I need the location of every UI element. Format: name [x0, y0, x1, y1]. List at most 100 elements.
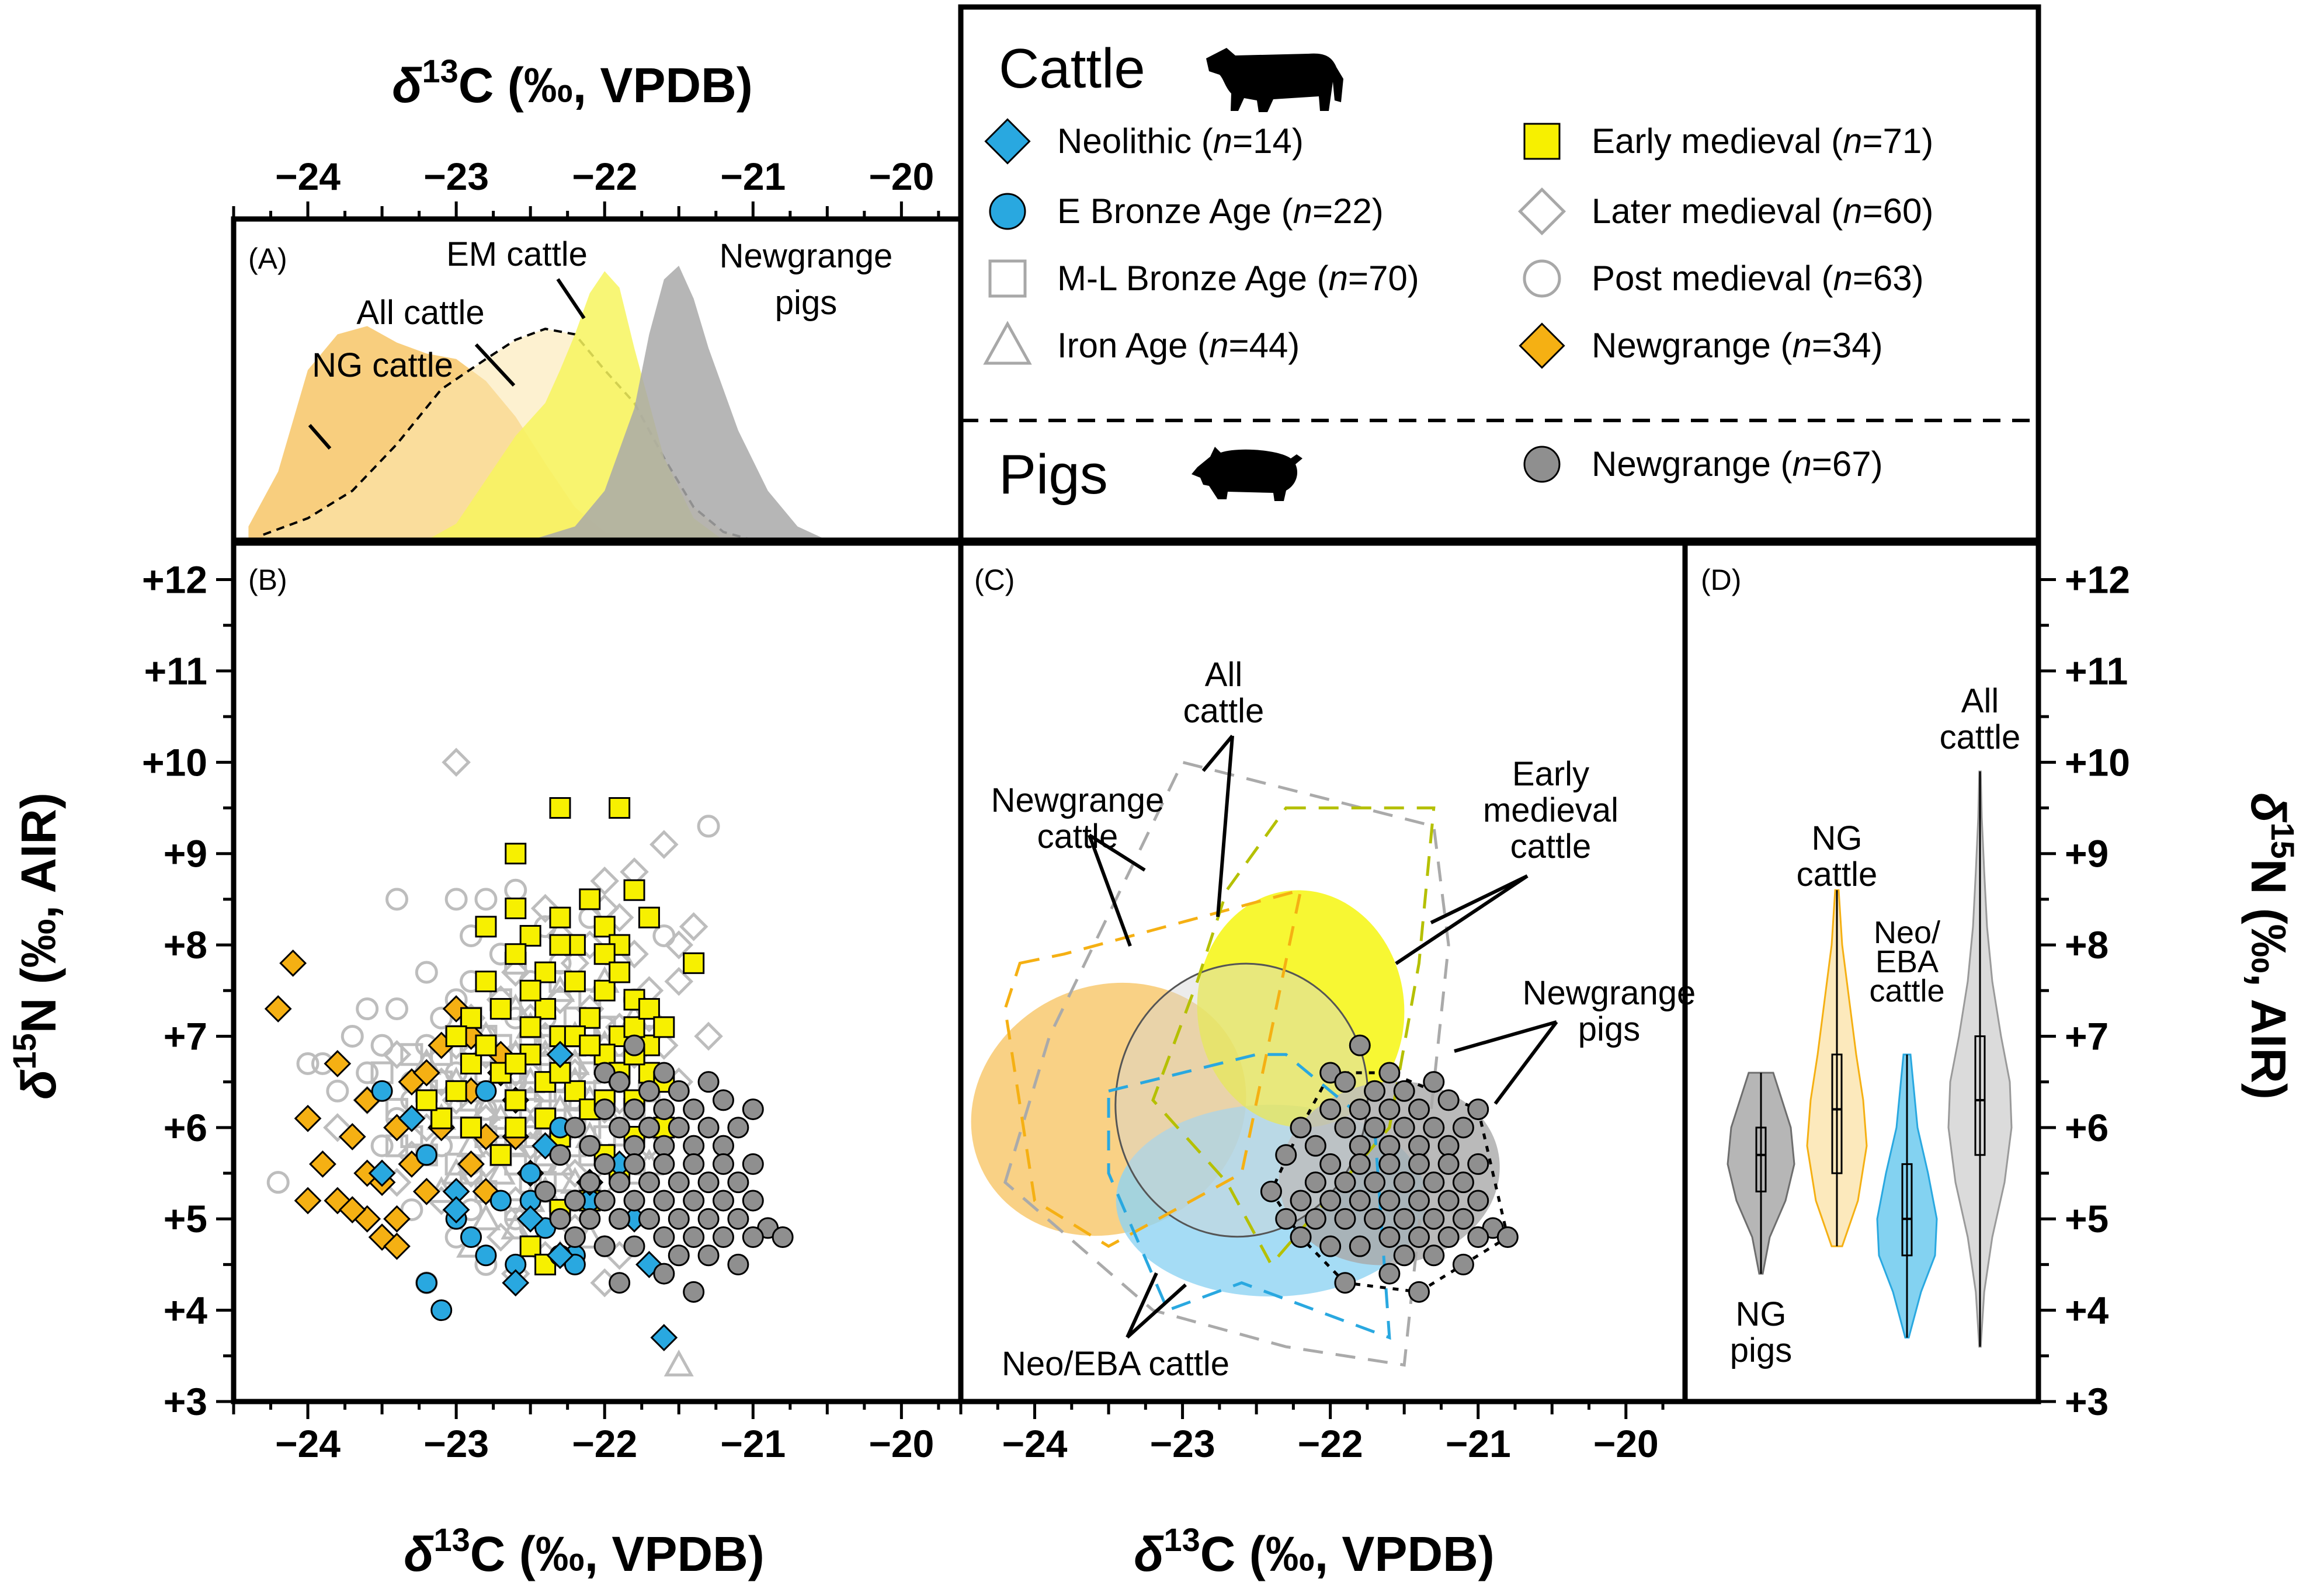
- point-e_bronze_age: [460, 1226, 482, 1249]
- pointer-neo-eba-2: [1126, 1283, 1187, 1339]
- point-c-newgrange_pigs: [1408, 1135, 1430, 1157]
- point-post_medieval: [504, 878, 527, 902]
- point-newgrange_cattle: [294, 1104, 322, 1132]
- point-c-newgrange_pigs: [1349, 1135, 1371, 1157]
- point-early_medieval: [430, 1107, 453, 1129]
- point-early_medieval: [505, 1117, 527, 1139]
- point-early_medieval: [579, 1034, 601, 1056]
- panel-c-x-tick-label: −20: [1593, 1422, 1659, 1465]
- point-c-newgrange_pigs: [1304, 1135, 1326, 1157]
- point-newgrange_pigs: [653, 1263, 675, 1285]
- panel-b-x-tick-label: −20: [869, 1422, 934, 1465]
- point-c-newgrange_pigs: [1275, 1144, 1297, 1166]
- point-newgrange_pigs: [564, 1190, 586, 1212]
- annotation-c-ng-cattle: Newgrange cattle: [991, 781, 1165, 856]
- point-newgrange_pigs: [623, 1034, 645, 1056]
- point-c-newgrange_pigs: [1260, 1180, 1282, 1202]
- point-later_medieval: [442, 747, 471, 777]
- annotation-d-all-cattle: All cattle: [1940, 682, 2021, 756]
- panel-b-y-tick-label: +12: [142, 558, 207, 601]
- point-later_medieval: [590, 866, 619, 896]
- point-newgrange_pigs: [697, 1071, 720, 1093]
- point-newgrange_pigs: [683, 1135, 705, 1157]
- point-newgrange_pigs: [623, 1235, 645, 1257]
- point-post_medieval: [370, 1034, 394, 1057]
- annotation-d-neo-eba: Neo/EBA cattle: [1869, 915, 1944, 1009]
- point-newgrange_pigs: [742, 1098, 764, 1121]
- point-newgrange_pigs: [742, 1226, 764, 1249]
- point-newgrange_pigs: [697, 1208, 720, 1230]
- point-c-newgrange_pigs: [1467, 1226, 1489, 1249]
- pointer-ng-pigs-2: [1493, 1021, 1558, 1105]
- point-newgrange_pigs: [593, 1235, 616, 1257]
- point-post_medieval: [296, 1052, 319, 1075]
- point-c-newgrange_pigs: [1423, 1171, 1445, 1194]
- panel-c-x-tick-label: −21: [1446, 1422, 1511, 1465]
- point-c-newgrange_pigs: [1437, 1190, 1460, 1212]
- point-post_medieval: [430, 1006, 453, 1030]
- point-newgrange_pigs: [683, 1190, 705, 1212]
- point-early_medieval: [460, 1117, 482, 1139]
- point-c-newgrange_pigs: [1334, 1272, 1356, 1294]
- panel-d-y-tick-label: +8: [2065, 923, 2109, 966]
- point-early_medieval: [475, 971, 497, 993]
- panel-a-x-tick-label: −23: [423, 155, 489, 198]
- point-c-newgrange_pigs: [1393, 1171, 1415, 1194]
- point-newgrange_pigs: [609, 1071, 631, 1093]
- point-c-newgrange_pigs: [1349, 1190, 1371, 1212]
- point-c-newgrange_pigs: [1408, 1281, 1430, 1303]
- panel-c-x-tick-label: −24: [1002, 1422, 1068, 1465]
- annotation-em-cattle: EM cattle: [446, 235, 588, 273]
- annotation-c-em-cattle: Early medieval cattle: [1483, 755, 1618, 865]
- legend-pigs-title: Pigs: [999, 443, 1108, 506]
- point-c-newgrange_pigs: [1423, 1208, 1445, 1230]
- point-neolithic: [546, 1242, 574, 1270]
- panel-b-x-tick-label: −24: [275, 1422, 341, 1465]
- point-newgrange_cattle: [309, 1150, 336, 1178]
- point-c-newgrange_pigs: [1408, 1226, 1430, 1249]
- point-newgrange_cattle: [338, 1123, 366, 1150]
- point-later_medieval: [560, 1159, 590, 1188]
- point-c-newgrange_pigs: [1467, 1098, 1489, 1121]
- panel-d-y-tick-label: +3: [2065, 1380, 2109, 1423]
- panel-d-violin-shapes: [1727, 770, 2013, 1348]
- density-curves: [248, 266, 828, 540]
- panel-d-y-title: δ15N (‰, AIR): [2241, 792, 2301, 1100]
- point-newgrange_pigs: [549, 1144, 571, 1166]
- legend-label-m_l_bronze_age: M-L Bronze Age (n=70): [1057, 259, 1419, 298]
- point-later_medieval: [501, 958, 530, 987]
- point-newgrange_pigs: [609, 1171, 631, 1194]
- annotation-c-pointers: [1088, 735, 1558, 1339]
- annotation-d-ng-cattle: NG cattle: [1797, 819, 1878, 893]
- point-iron_age: [485, 1157, 516, 1185]
- legend-label-e_bronze_age: E Bronze Age (n=22): [1057, 192, 1384, 231]
- point-newgrange_cattle: [264, 995, 292, 1023]
- annotation-ng-pigs: Newgrange pigs: [720, 237, 893, 322]
- point-newgrange_pigs: [534, 1180, 557, 1202]
- point-newgrange_pigs: [579, 1171, 601, 1194]
- point-newgrange_pigs: [564, 1226, 586, 1249]
- point-newgrange_pigs: [727, 1117, 749, 1139]
- pointer-all-cattle-1: [1216, 735, 1234, 917]
- panel-b-label: (B): [248, 564, 287, 596]
- panel-c-x-tick-label: −22: [1298, 1422, 1363, 1465]
- point-later_medieval: [530, 893, 560, 923]
- legend-label-post_medieval: Post medieval (n=63): [1592, 259, 1924, 298]
- point-newgrange_pigs: [668, 1080, 690, 1102]
- point-post_medieval: [652, 924, 676, 947]
- point-newgrange_cattle: [383, 1205, 411, 1233]
- point-post_medieval: [356, 997, 379, 1021]
- panel-b-y-tick-label: +4: [164, 1289, 208, 1332]
- panel-c-ellipses: (C) −24 −23 −22 −21 −20 δ13C (‰, VPDB) All ca…: [958, 540, 1696, 1581]
- point-newgrange_cattle: [338, 1196, 366, 1223]
- point-c-newgrange_pigs: [1452, 1171, 1474, 1194]
- panel-c-x-title: δ13C (‰, VPDB): [1134, 1521, 1495, 1581]
- legend-marker-m_l_bronze_age: [988, 259, 1027, 298]
- point-c-newgrange_pigs: [1496, 1226, 1519, 1249]
- point-c-newgrange_pigs: [1290, 1190, 1312, 1212]
- point-newgrange_cattle: [383, 1232, 411, 1260]
- legend-marker-e_bronze_age: [989, 193, 1026, 230]
- point-c-newgrange_pigs: [1304, 1171, 1326, 1194]
- point-c-newgrange_pigs: [1275, 1208, 1297, 1230]
- point-early_medieval: [489, 998, 512, 1020]
